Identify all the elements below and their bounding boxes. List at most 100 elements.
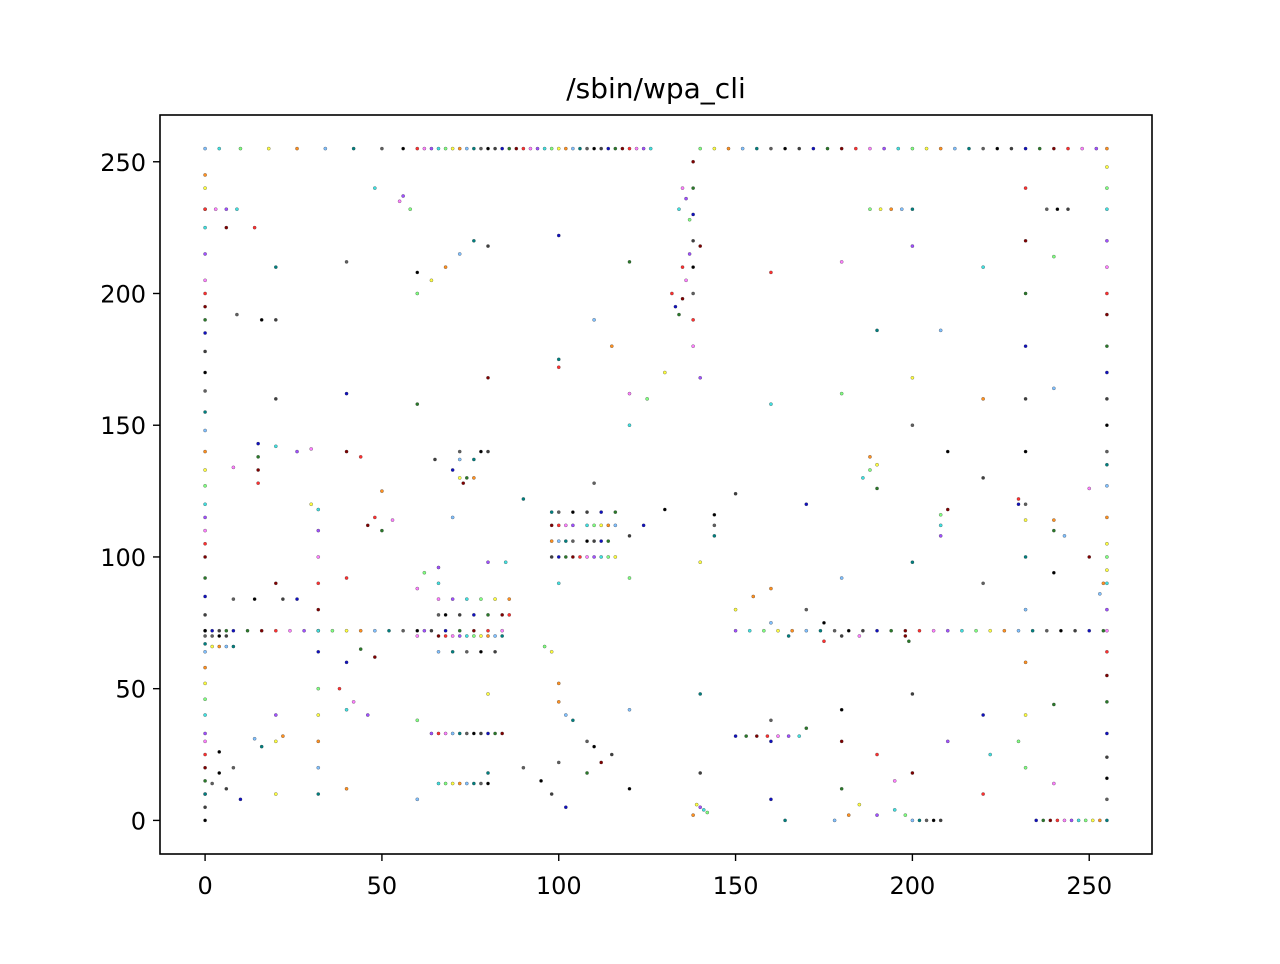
data-point: [981, 581, 985, 586]
data-point: [571, 510, 575, 514]
data-point: [1023, 555, 1028, 559]
data-point: [839, 260, 844, 264]
data-point: [557, 539, 561, 543]
data-point: [408, 207, 412, 211]
data-point: [698, 244, 702, 248]
data-point: [450, 146, 455, 151]
data-point: [479, 634, 483, 638]
data-point: [917, 628, 922, 633]
data-point: [924, 146, 929, 151]
data-point: [861, 476, 865, 480]
data-point: [366, 523, 370, 528]
data-point: [875, 628, 879, 633]
data-point: [592, 523, 596, 528]
data-point: [203, 634, 207, 638]
data-point: [677, 207, 681, 211]
data-point: [571, 539, 575, 543]
data-point: [599, 539, 603, 543]
data-point: [634, 146, 639, 151]
data-point: [839, 146, 844, 151]
x-tick-label: 150: [713, 872, 759, 900]
data-point: [733, 734, 738, 738]
data-point: [627, 260, 632, 264]
data-point: [457, 252, 462, 256]
data-point: [1052, 386, 1056, 391]
data-point: [436, 597, 441, 601]
data-point: [213, 207, 218, 211]
data-point: [486, 781, 490, 786]
data-point: [804, 628, 809, 633]
data-point: [203, 502, 207, 507]
data-point: [373, 655, 377, 659]
data-point: [316, 765, 321, 770]
data-point: [373, 515, 377, 520]
data-point: [557, 510, 561, 514]
data-point: [288, 628, 292, 633]
data-point: [450, 468, 455, 472]
data-point: [564, 805, 568, 809]
data-point: [875, 486, 879, 491]
data-point: [203, 468, 207, 472]
data-point: [256, 441, 260, 446]
data-point: [1023, 607, 1028, 612]
data-point: [712, 534, 717, 538]
data-point: [1105, 515, 1109, 520]
data-point: [712, 146, 717, 151]
data-point: [1045, 628, 1049, 633]
data-point: [599, 510, 603, 514]
data-point: [938, 513, 943, 517]
data-point: [316, 792, 321, 796]
data-point: [415, 402, 420, 406]
data-point: [673, 304, 678, 309]
data-point: [564, 523, 568, 528]
data-point: [1016, 497, 1021, 501]
data-point: [875, 813, 879, 817]
data-point: [687, 217, 692, 222]
data-point: [1059, 628, 1063, 633]
data-point: [302, 628, 306, 633]
data-point: [358, 455, 363, 459]
data-point: [839, 739, 844, 744]
data-point: [857, 802, 862, 807]
data-point: [274, 792, 278, 796]
data-point: [1105, 607, 1109, 612]
data-point: [627, 787, 632, 791]
data-point: [804, 726, 809, 730]
data-point: [203, 576, 207, 580]
data-point: [397, 199, 402, 204]
data-point: [486, 628, 490, 633]
data-point: [684, 196, 688, 201]
data-point: [1105, 423, 1109, 427]
data-point: [557, 146, 561, 151]
data-point: [698, 146, 702, 151]
data-point: [479, 781, 483, 786]
data-point: [910, 818, 915, 823]
data-point: [380, 528, 384, 533]
data-point: [825, 146, 830, 151]
data-point: [203, 697, 207, 701]
data-point: [599, 146, 603, 151]
data-point: [472, 781, 476, 786]
data-point: [1105, 542, 1109, 546]
data-point: [1105, 186, 1109, 190]
data-point: [592, 481, 596, 485]
data-point: [203, 594, 207, 599]
data-point: [450, 781, 455, 786]
data-point: [450, 597, 455, 601]
data-point: [1066, 207, 1070, 211]
x-tick-label: 50: [367, 872, 398, 900]
data-point: [472, 457, 476, 462]
data-point: [786, 634, 791, 638]
data-point: [422, 628, 427, 633]
data-point: [457, 613, 462, 617]
data-point: [868, 146, 872, 151]
data-point: [457, 146, 462, 151]
data-point: [1105, 776, 1109, 781]
data-point: [1076, 818, 1081, 823]
data-point: [585, 146, 589, 151]
data-point: [917, 818, 922, 823]
data-point: [337, 686, 342, 691]
data-point: [486, 376, 490, 380]
data-point: [457, 628, 462, 633]
